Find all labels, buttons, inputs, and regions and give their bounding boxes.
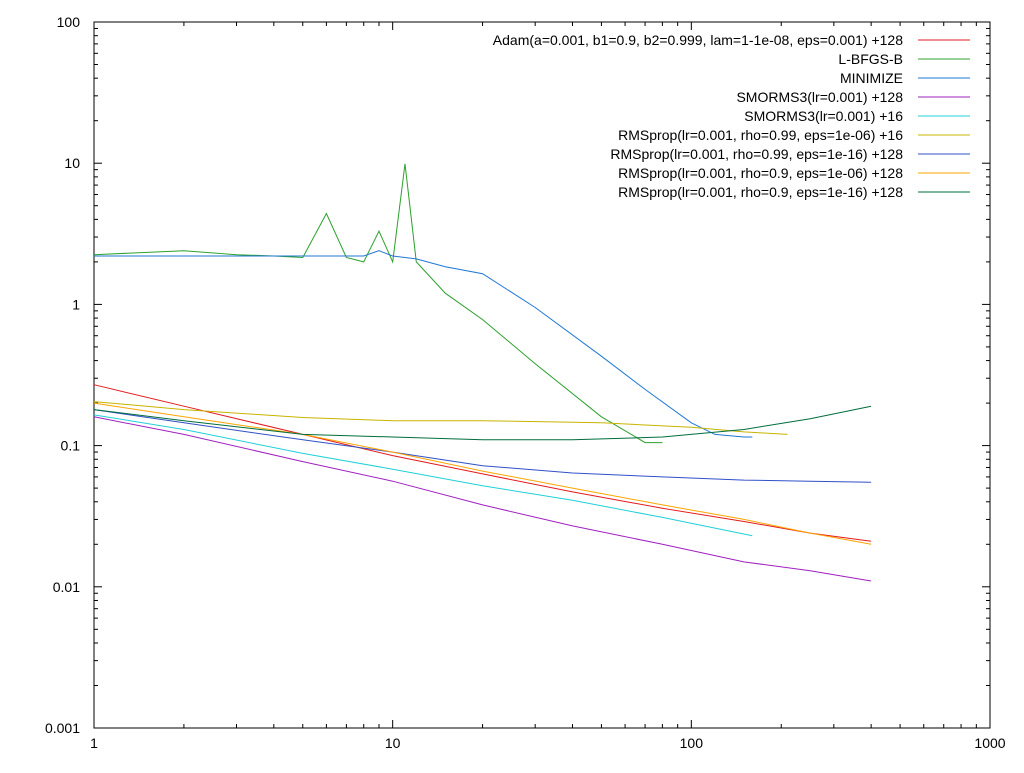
ticks-layer: 1 10 100 1000 0.001 0.01 0.1 1 10 100 bbox=[45, 14, 1006, 751]
y-tick-label: 0.1 bbox=[61, 438, 81, 454]
x-tick-label: 10 bbox=[385, 735, 401, 751]
y-tick-label: 1 bbox=[72, 296, 80, 312]
legend-label-7: RMSprop(lr=0.001, rho=0.99, eps=1e-16) +… bbox=[610, 146, 903, 162]
legend-label-6: RMSprop(lr=0.001, rho=0.99, eps=1e-06) +… bbox=[618, 127, 903, 143]
y-tick-label: 0.01 bbox=[53, 579, 80, 595]
legend-label-4: SMORMS3(lr=0.001) +128 bbox=[736, 89, 903, 105]
series-line-5 bbox=[93, 414, 753, 537]
legend-label-8: RMSprop(lr=0.001, rho=0.9, eps=1e-06) +1… bbox=[618, 165, 903, 181]
series-line-6 bbox=[93, 401, 788, 435]
plot-frame bbox=[93, 21, 991, 729]
series-line-8 bbox=[93, 402, 872, 545]
legend-label-5: SMORMS3(lr=0.001) +16 bbox=[744, 108, 903, 124]
x-tick-label: 1000 bbox=[974, 735, 1005, 751]
legend-label-9: RMSprop(lr=0.001, rho=0.9, eps=1e-16) +1… bbox=[618, 184, 903, 200]
series-line-2 bbox=[93, 163, 663, 444]
legend-label-2: L-BFGS-B bbox=[838, 51, 903, 67]
y-tick-label: 0.001 bbox=[45, 720, 80, 736]
series-layer bbox=[93, 163, 872, 582]
x-tick-label: 1 bbox=[90, 735, 98, 751]
legend-label-3: MINIMIZE bbox=[840, 70, 903, 86]
y-tick-label: 100 bbox=[57, 14, 81, 30]
x-tick-label: 100 bbox=[680, 735, 704, 751]
series-line-7 bbox=[93, 409, 872, 483]
series-line-4 bbox=[93, 416, 872, 582]
y-tick-label: 10 bbox=[64, 155, 80, 171]
legend: Adam(a=0.001, b1=0.9, b2=0.999, lam=1-1e… bbox=[493, 32, 970, 200]
series-line-3 bbox=[94, 250, 753, 438]
series-line-1 bbox=[93, 384, 872, 542]
series-line-9 bbox=[93, 405, 872, 441]
legend-label-1: Adam(a=0.001, b1=0.9, b2=0.999, lam=1-1e… bbox=[493, 32, 903, 48]
